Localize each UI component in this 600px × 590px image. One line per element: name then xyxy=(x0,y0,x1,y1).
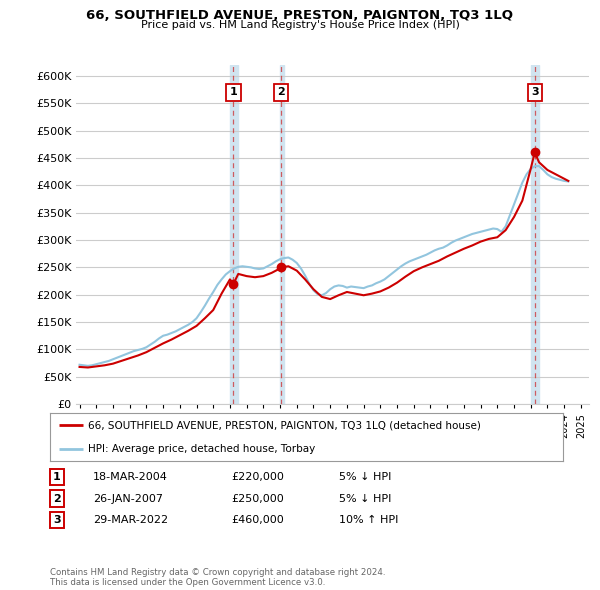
Text: Contains HM Land Registry data © Crown copyright and database right 2024.
This d: Contains HM Land Registry data © Crown c… xyxy=(50,568,385,587)
Text: 66, SOUTHFIELD AVENUE, PRESTON, PAIGNTON, TQ3 1LQ: 66, SOUTHFIELD AVENUE, PRESTON, PAIGNTON… xyxy=(86,9,514,22)
Text: Price paid vs. HM Land Registry's House Price Index (HPI): Price paid vs. HM Land Registry's House … xyxy=(140,20,460,30)
Text: 3: 3 xyxy=(531,87,539,97)
Text: 66, SOUTHFIELD AVENUE, PRESTON, PAIGNTON, TQ3 1LQ (detached house): 66, SOUTHFIELD AVENUE, PRESTON, PAIGNTON… xyxy=(88,420,481,430)
Bar xyxy=(230,65,238,404)
Text: £250,000: £250,000 xyxy=(231,494,284,503)
Text: 1: 1 xyxy=(53,472,61,481)
Bar xyxy=(531,65,539,404)
Text: 26-JAN-2007: 26-JAN-2007 xyxy=(93,494,163,503)
Text: HPI: Average price, detached house, Torbay: HPI: Average price, detached house, Torb… xyxy=(88,444,316,454)
Text: 5% ↓ HPI: 5% ↓ HPI xyxy=(339,472,391,481)
Text: 5% ↓ HPI: 5% ↓ HPI xyxy=(339,494,391,503)
Text: 1: 1 xyxy=(230,87,238,97)
Bar xyxy=(280,65,284,404)
Text: 18-MAR-2004: 18-MAR-2004 xyxy=(93,472,168,481)
Text: 3: 3 xyxy=(53,516,61,525)
Text: 10% ↑ HPI: 10% ↑ HPI xyxy=(339,516,398,525)
Text: £220,000: £220,000 xyxy=(231,472,284,481)
Text: 29-MAR-2022: 29-MAR-2022 xyxy=(93,516,168,525)
Text: £460,000: £460,000 xyxy=(231,516,284,525)
Text: 2: 2 xyxy=(277,87,285,97)
Text: 2: 2 xyxy=(53,494,61,503)
